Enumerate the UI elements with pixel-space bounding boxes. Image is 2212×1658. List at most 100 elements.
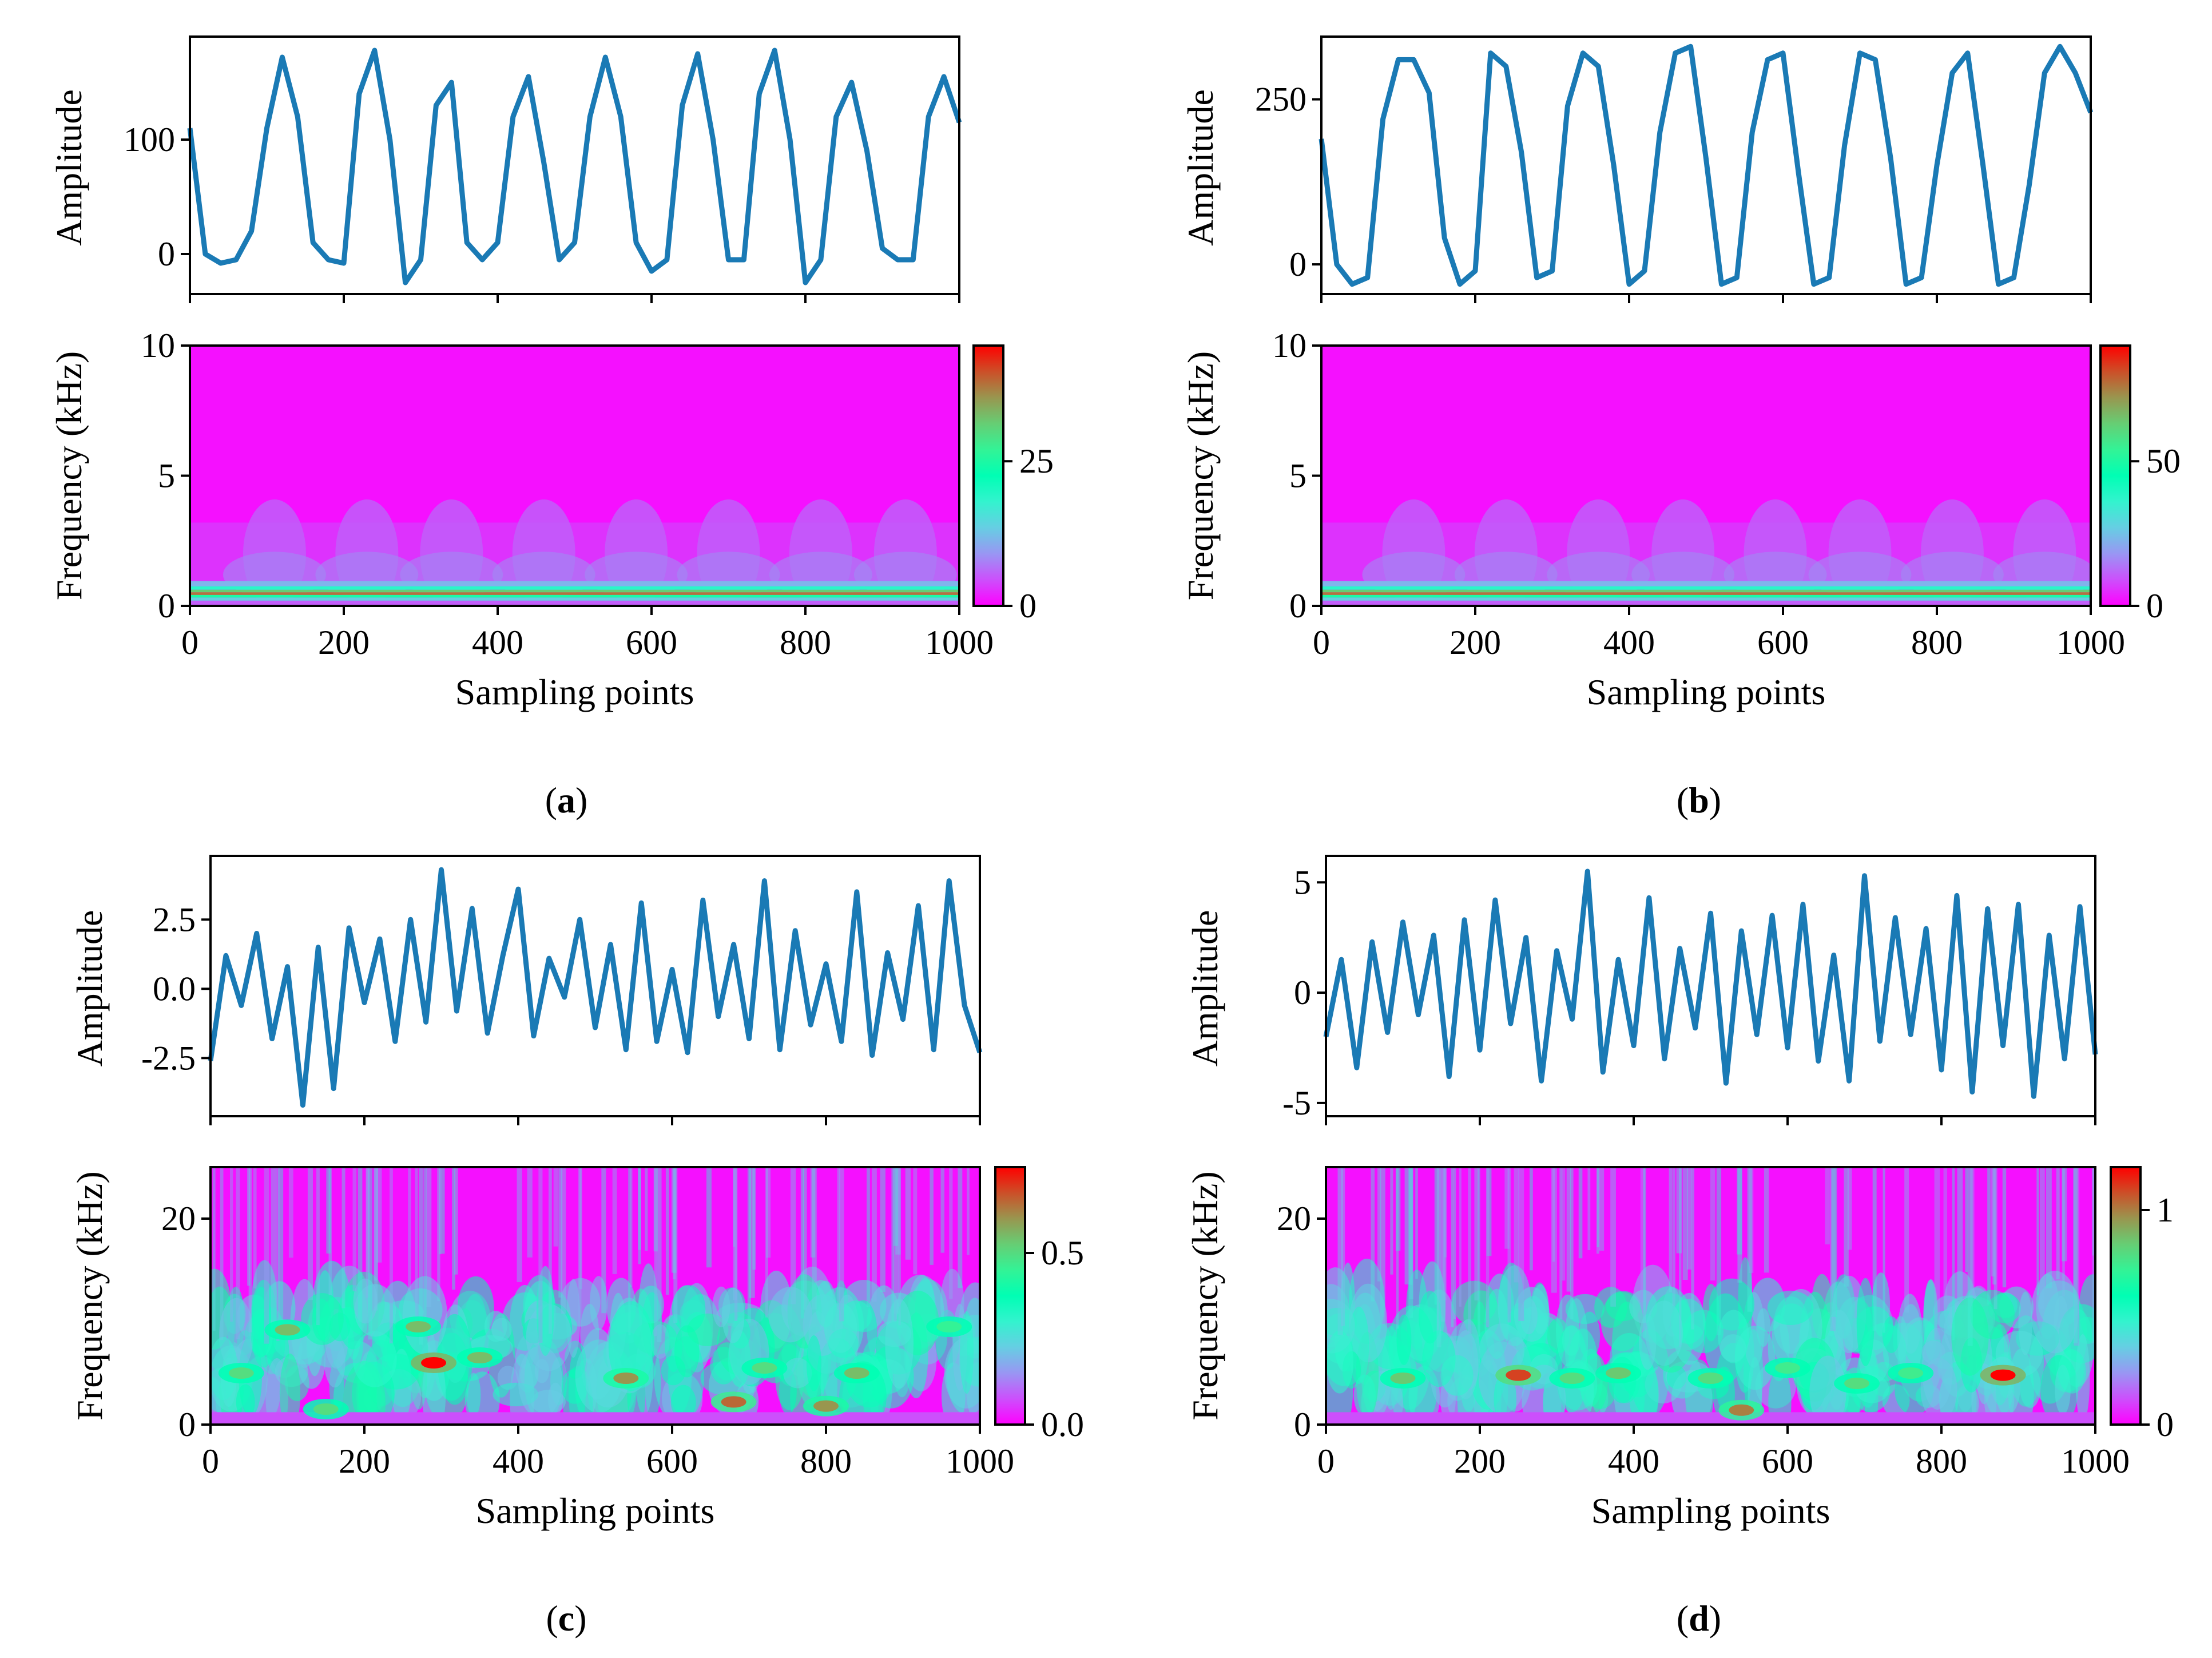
panel-a-heatmap-haze: [190, 522, 959, 583]
panel-c-heatmap-streak: [437, 1167, 440, 1302]
panel-c-signal-ytick-label: 2.5: [153, 901, 196, 938]
panel-c-heatmap-streak: [638, 1167, 641, 1250]
panel-a-spectrogram-xtick-label: 400: [472, 624, 523, 661]
panel-a-heatmap-band: [190, 581, 959, 586]
panel-d-heatmap-band: [1326, 1412, 2095, 1425]
panel-d-heatmap-streak: [1478, 1167, 1480, 1337]
panel-a-heatmap: [190, 346, 959, 606]
panel-d-heatmap-cell: [1556, 1294, 1579, 1367]
panel-d-heatmap-cell: [1856, 1278, 1875, 1367]
panel-b-spectrogram-xtick-label: 200: [1449, 624, 1501, 661]
panel-d-heatmap-streak: [1380, 1167, 1385, 1325]
panel-c-heatmap-cell: [536, 1266, 554, 1356]
panel-a-signal-ylabel: Amplitude: [49, 89, 89, 246]
panel-d-heatmap-streak: [1844, 1167, 1849, 1287]
panel-c-heatmap-streak: [527, 1167, 533, 1258]
panel-c: -2.5 0.0 2.5 Amplitude 0 200 400 600 800 1000 0 20 F…: [69, 855, 1084, 1639]
panel-c-spectrogram-xtick-label: 200: [339, 1442, 390, 1480]
panel-a-heatmap-band: [190, 589, 959, 593]
panel-c-heatmap-hotspot-core: [613, 1373, 639, 1384]
panel-b: 0 250 Amplitude 0 200 400 600 800 1000 0 5 10 Freque…: [1180, 35, 2181, 820]
panel-c-heatmap-streak: [837, 1167, 840, 1310]
panel-b-colorbar-bar: [2099, 344, 2131, 607]
panel-a-colorbar-tick-label: 0: [1019, 587, 1036, 625]
panel-d-heatmap-streak: [1514, 1167, 1519, 1283]
panel-c-heatmap-streak: [366, 1167, 369, 1272]
panel-c-heatmap-streak: [749, 1167, 755, 1298]
panel-d-heatmap-streak: [1991, 1167, 1995, 1277]
panel-d-heatmap-hotspot-core: [1729, 1404, 1754, 1416]
panel-d-heatmap-streak: [1710, 1167, 1715, 1281]
panel-d-heatmap-streak: [1436, 1167, 1441, 1347]
panel-d-heatmap-streak: [1934, 1167, 1940, 1340]
panel-c-spectrogram-xlabel: Sampling points: [476, 1490, 715, 1531]
panel-d-heatmap-streak: [1687, 1167, 1691, 1270]
panel-a-label: (a): [545, 780, 588, 820]
panel-c-spectrogram-xtick-label: 0: [202, 1442, 219, 1480]
panel-d-heatmap-streak: [1691, 1167, 1694, 1330]
panel-d-heatmap-streak: [1444, 1167, 1447, 1258]
panel-c-heatmap-streak: [891, 1167, 894, 1322]
panel-d-heatmap-streak: [1952, 1167, 1955, 1340]
panel-c-label: (c): [546, 1598, 586, 1639]
panel-c-colorbar: 0.0 0.5: [994, 1166, 1084, 1443]
panel-c-heatmap-cell: [721, 1287, 745, 1343]
panel-c-spectrogram-ytick-label: 20: [161, 1200, 196, 1237]
panel-d-heatmap-streak: [1408, 1167, 1413, 1318]
panel-c-heatmap-streak: [579, 1167, 582, 1290]
panel-c-heatmap-cell: [251, 1287, 271, 1358]
panel-d-heatmap-cell: [1494, 1371, 1516, 1425]
panel-d-heatmap-streak: [1764, 1167, 1769, 1273]
panel-c-heatmap-cell: [464, 1371, 500, 1425]
panel-c-signal-ylabel: Amplitude: [69, 910, 110, 1067]
panel-a-spectrogram-xtick-label: 600: [626, 624, 677, 661]
panel-a-spectrogram-xlabel: Sampling points: [455, 672, 694, 712]
panel-d-signal-ylabel: Amplitude: [1185, 910, 1225, 1067]
panel-c-heatmap: [211, 1167, 980, 1425]
panel-c-heatmap-cell: [279, 1353, 301, 1425]
panel-d-heatmap-streak: [1599, 1167, 1605, 1251]
panel-c-heatmap-streak: [374, 1167, 378, 1281]
panel-a-spectrogram: 0 200 400 600 800 1000 0 5 10 Frequency (kHz) Samp…: [49, 327, 994, 712]
panel-c-heatmap-streak: [747, 1167, 751, 1323]
panel-d-heatmap-streak: [1825, 1167, 1830, 1245]
panel-b-heatmap-band: [1321, 594, 2091, 598]
panel-c-heatmap-streak: [671, 1167, 677, 1273]
panel-c-signal-frame: [209, 855, 981, 1117]
panel-c-heatmap-streak: [415, 1167, 418, 1333]
panel-c-heatmap-streak: [553, 1167, 558, 1247]
panel-b-spectrogram-ylabel: Frequency (kHz): [1180, 351, 1221, 600]
panel-d-heatmap-streak: [1672, 1167, 1675, 1306]
panel-c-heatmap-streak: [612, 1167, 617, 1274]
panel-d-heatmap-streak: [1486, 1167, 1492, 1256]
panel-c-heatmap-streak: [645, 1167, 648, 1251]
panel-b-heatmap-band: [1321, 589, 2091, 593]
panel-c-heatmap-streak: [366, 1167, 370, 1298]
panel-d-heatmap-streak: [1434, 1167, 1437, 1305]
panel-a-signal-ytick-label: 100: [124, 121, 175, 158]
panel-a-colorbar-bar: [972, 344, 1004, 607]
panel-c-heatmap-streak: [752, 1167, 756, 1270]
panel-c-heatmap-streak: [264, 1167, 269, 1344]
panel-d-heatmap-streak: [1883, 1167, 1885, 1333]
panel-b-signal-ylabel: Amplitude: [1180, 89, 1221, 246]
panel-c-colorbar-tick-label: 0.5: [1041, 1234, 1084, 1272]
panel-d-heatmap-hotspot-core: [1990, 1369, 2016, 1381]
panel-a-heatmap-band: [190, 597, 959, 601]
panel-c-colorbar-bar: [994, 1166, 1026, 1426]
panel-c-heatmap-streak: [561, 1167, 566, 1314]
panel-d-heatmap-streak: [1993, 1167, 1997, 1310]
panel-c-heatmap-streak: [734, 1167, 738, 1321]
panel-c-heatmap-cell: [650, 1324, 670, 1359]
panel-c-heatmap-cell: [353, 1278, 378, 1324]
panel-c-heatmap-hotspot-core: [313, 1403, 339, 1415]
panel-c-heatmap-streak: [905, 1167, 911, 1260]
panel-b-heatmap-band: [1321, 581, 2091, 586]
panel-c-heatmap-streak: [236, 1167, 240, 1339]
panel-d-colorbar-tick-label: 1: [2157, 1191, 2174, 1229]
panel-c-heatmap-streak: [657, 1167, 662, 1343]
panel-d-heatmap-streak: [1486, 1167, 1490, 1327]
panel-d-spectrogram-frame: [1325, 1166, 2096, 1426]
panel-d-heatmap-streak: [1459, 1167, 1462, 1307]
panel-c-heatmap-cell: [324, 1337, 345, 1388]
